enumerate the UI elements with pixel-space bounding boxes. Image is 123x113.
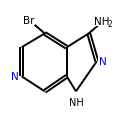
Text: N: N bbox=[99, 57, 107, 67]
Text: 2: 2 bbox=[108, 20, 113, 29]
Text: NH: NH bbox=[94, 16, 109, 26]
Text: Br: Br bbox=[23, 15, 34, 25]
Text: NH: NH bbox=[69, 97, 83, 107]
Text: N: N bbox=[11, 72, 18, 82]
